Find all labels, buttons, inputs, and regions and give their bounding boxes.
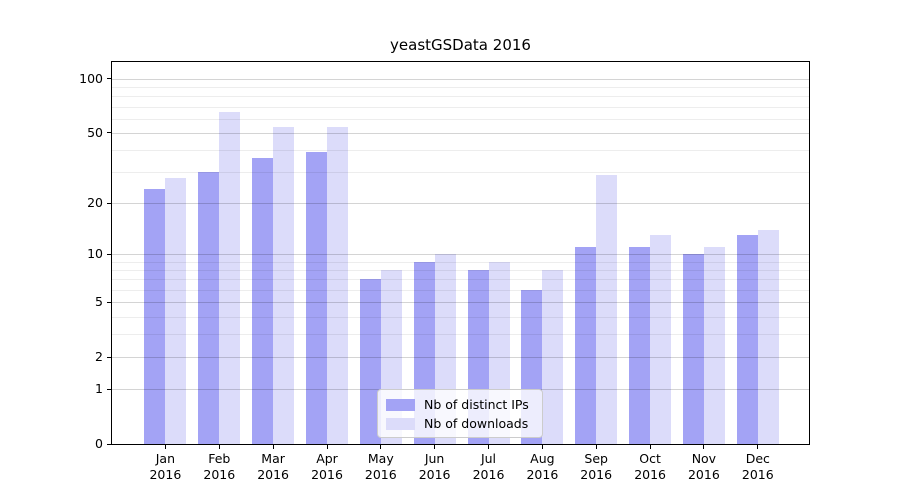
x-tick-month: Oct: [639, 451, 661, 466]
x-tick-year: 2016: [203, 467, 236, 482]
bar-distinct-ips: [736, 235, 758, 444]
x-tick-year: 2016: [580, 467, 613, 482]
bar-downloads: [596, 174, 618, 444]
bar-downloads: [273, 126, 295, 444]
x-tick: [703, 445, 705, 449]
x-tick-label: May 2016: [346, 451, 416, 483]
legend: Nb of distinct IPs Nb of downloads: [377, 389, 543, 438]
x-tick: [649, 445, 651, 449]
x-tick-month: Jul: [480, 451, 497, 466]
x-tick-month: Nov: [691, 451, 717, 466]
plot-area: [111, 61, 810, 445]
legend-item: Nb of distinct IPs: [386, 395, 534, 414]
x-tick: [434, 445, 436, 449]
x-tick: [218, 445, 220, 449]
x-tick-label: Sep 2016: [561, 451, 631, 483]
gridline-minor: [112, 87, 809, 88]
x-tick-month: Mar: [261, 451, 285, 466]
x-tick-month: Jan: [155, 451, 176, 466]
bar-distinct-ips: [252, 158, 274, 444]
x-tick-label: Oct 2016: [615, 451, 685, 483]
gridline-minor: [112, 106, 809, 108]
legend-item: Nb of downloads: [386, 414, 534, 433]
bar-downloads: [650, 235, 672, 444]
x-tick-year: 2016: [741, 467, 774, 482]
x-tick: [272, 445, 274, 449]
x-tick-year: 2016: [526, 467, 559, 482]
gridline-minor: [112, 150, 809, 152]
legend-label-distinct-ips: Nb of distinct IPs: [424, 397, 529, 412]
y-tick-label: 50: [87, 124, 103, 140]
gridline-minor: [112, 96, 809, 98]
x-tick-year: 2016: [418, 467, 451, 482]
x-tick-month: May: [367, 451, 394, 466]
x-tick-label: Aug 2016: [507, 451, 577, 483]
y-tick: [107, 132, 111, 134]
x-tick: [541, 445, 543, 449]
bar-distinct-ips: [305, 152, 327, 444]
gridline-major: [112, 132, 809, 134]
legend-swatch-downloads: [386, 417, 415, 430]
y-tick: [107, 443, 111, 445]
x-tick-label: Jun 2016: [400, 451, 470, 483]
x-tick-month: Jun: [424, 451, 445, 466]
legend-label-downloads: Nb of downloads: [424, 416, 529, 431]
x-tick-year: 2016: [311, 467, 343, 482]
y-tick: [107, 202, 111, 204]
x-tick-label: Jul 2016: [454, 451, 524, 483]
y-tick-label: 0: [95, 436, 103, 451]
x-tick: [326, 445, 328, 449]
bar-distinct-ips: [575, 247, 597, 444]
bar-downloads: [757, 229, 779, 444]
x-tick-label: Jan 2016: [130, 451, 200, 483]
x-tick-month: Aug: [530, 451, 555, 466]
x-tick-year: 2016: [687, 467, 720, 482]
x-tick-year: 2016: [257, 467, 289, 482]
bar-distinct-ips: [144, 189, 166, 444]
x-tick-label: Dec 2016: [723, 451, 793, 483]
y-tick-label: 1: [95, 381, 103, 397]
bar-downloads: [165, 177, 187, 444]
y-tick-label: 100: [79, 70, 103, 86]
bar-distinct-ips: [629, 247, 651, 444]
x-tick: [488, 445, 489, 449]
x-tick-year: 2016: [149, 467, 182, 482]
y-tick: [107, 301, 111, 303]
x-tick-month: Sep: [584, 451, 608, 466]
x-tick-year: 2016: [472, 467, 505, 482]
x-tick-year: 2016: [634, 467, 666, 482]
x-tick-month: Apr: [316, 451, 338, 466]
x-tick-label: Apr 2016: [292, 451, 362, 483]
x-tick-label: Nov 2016: [669, 451, 739, 483]
y-tick-label: 5: [95, 294, 103, 310]
x-tick: [595, 445, 597, 449]
x-tick-year: 2016: [364, 467, 397, 482]
y-tick-label: 10: [87, 246, 103, 262]
y-tick: [107, 253, 111, 255]
x-tick: [757, 445, 759, 449]
x-tick-month: Dec: [745, 451, 770, 466]
chart-title: yeastGSData 2016: [390, 36, 531, 54]
x-tick: [380, 445, 382, 449]
y-tick: [107, 78, 111, 80]
x-tick-label: Mar 2016: [238, 451, 308, 483]
x-tick-month: Feb: [208, 451, 231, 466]
y-tick: [107, 388, 111, 390]
bar-distinct-ips: [682, 254, 704, 444]
bar-downloads: [219, 112, 241, 444]
bar-distinct-ips: [198, 172, 220, 444]
bar-distinct-ips: [359, 279, 381, 444]
gridline-minor: [112, 118, 809, 120]
y-tick-label: 2: [95, 349, 103, 364]
y-tick: [107, 356, 111, 358]
legend-swatch-distinct-ips: [386, 398, 415, 411]
bar-downloads: [542, 270, 564, 444]
gridline-major: [112, 78, 809, 80]
bar-downloads: [703, 247, 725, 444]
bar-downloads: [326, 126, 348, 444]
y-tick-label: 20: [87, 195, 103, 210]
x-tick: [164, 445, 166, 449]
x-tick-label: Feb 2016: [184, 451, 254, 483]
